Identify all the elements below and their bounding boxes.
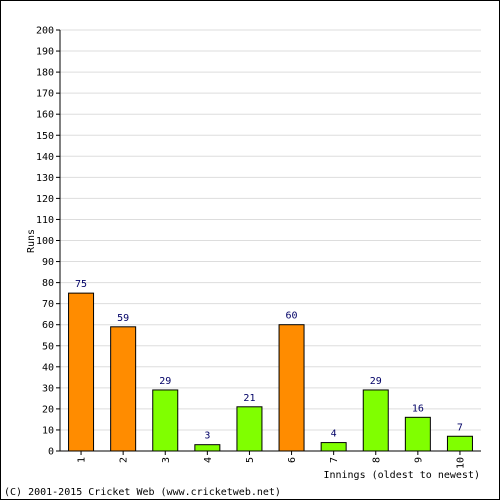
data-label: 29	[159, 376, 171, 387]
y-tick-label: 40	[42, 362, 54, 373]
y-tick-label: 50	[42, 341, 54, 352]
x-tick-label: 3	[161, 457, 172, 463]
y-tick-label: 110	[36, 215, 54, 226]
data-label: 16	[412, 403, 424, 414]
bars	[68, 292, 473, 452]
x-tick-label: 5	[245, 457, 256, 463]
bar	[404, 416, 431, 452]
data-label: 59	[117, 313, 129, 324]
y-tick-label: 70	[42, 299, 54, 310]
y-tick-label: 80	[42, 278, 54, 289]
x-tick-label: 4	[203, 457, 214, 463]
x-tick-label: 1	[77, 457, 88, 463]
bar	[362, 389, 389, 452]
y-tick-label: 120	[36, 194, 54, 205]
y-tick-label: 90	[42, 257, 54, 268]
y-tick-label: 170	[36, 89, 54, 100]
data-label: 7	[457, 422, 463, 433]
bar	[446, 435, 473, 452]
x-axis-label: Innings (oldest to newest)	[323, 470, 480, 481]
y-tick-label: 0	[48, 447, 54, 458]
data-label: 29	[370, 376, 382, 387]
bar	[236, 406, 263, 452]
data-label: 60	[286, 311, 298, 322]
y-tick-label: 190	[36, 47, 54, 58]
bar	[152, 389, 179, 452]
y-tick-label: 60	[42, 320, 54, 331]
x-tick-label: 6	[287, 457, 298, 463]
bar	[68, 292, 95, 452]
x-tick-label: 2	[119, 457, 130, 463]
y-tick-label: 100	[36, 236, 54, 247]
x-axis-ticks: 1 2 3 4 5 6 7 8 9 10	[77, 451, 466, 469]
x-tick-label: 8	[371, 457, 382, 463]
y-axis-ticks: 0 10 20 30 40 50 60 70 80 90 100 110 120 130 140 150 160…	[36, 26, 60, 458]
y-tick-label: 200	[36, 26, 54, 37]
bar	[320, 442, 347, 452]
y-tick-label: 150	[36, 131, 54, 142]
y-axis-label: Runs	[26, 229, 37, 253]
y-tick-label: 30	[42, 383, 54, 394]
bar	[194, 444, 221, 452]
x-tick-label: 7	[329, 457, 340, 463]
y-tick-label: 20	[42, 404, 54, 415]
y-tick-label: 160	[36, 110, 54, 121]
data-label: 21	[243, 393, 255, 404]
data-labels: 75 59 29 3 21 60 4 29 16 7	[75, 279, 463, 442]
y-tick-label: 140	[36, 152, 54, 163]
y-tick-label: 180	[36, 68, 54, 79]
x-tick-label: 10	[455, 457, 466, 469]
bar	[110, 326, 137, 452]
data-label: 4	[331, 429, 337, 440]
x-tick-label: 9	[413, 457, 424, 463]
y-tick-label: 130	[36, 173, 54, 184]
y-tick-label: 10	[42, 425, 54, 436]
data-label: 3	[204, 431, 210, 442]
bar	[278, 324, 305, 452]
data-label: 75	[75, 279, 87, 290]
copyright-text: (C) 2001-2015 Cricket Web (www.cricketwe…	[4, 487, 281, 498]
